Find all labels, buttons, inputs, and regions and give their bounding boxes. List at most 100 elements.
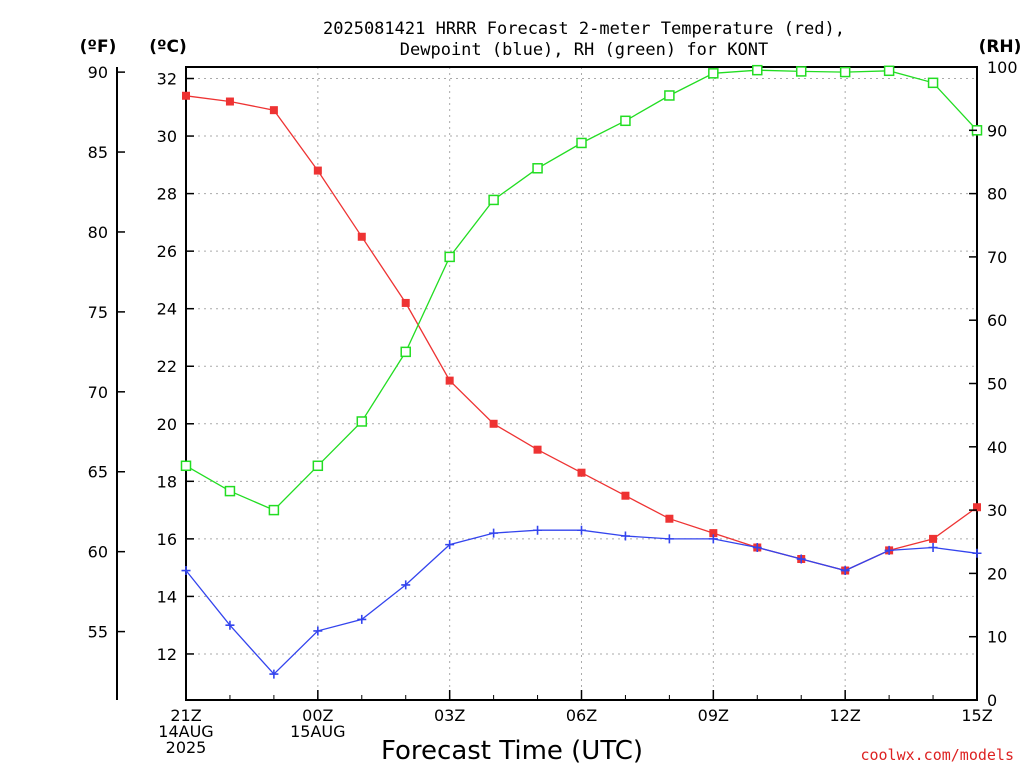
rh-point [795, 66, 807, 77]
rh-point [708, 68, 719, 79]
dewpoint-point [928, 543, 938, 553]
dewpoint-point [620, 531, 630, 541]
fahrenheit-tick-label: 60 [88, 543, 108, 562]
fahrenheit-tick-label: 75 [88, 303, 108, 322]
rh-unit-label: (RH) [979, 37, 1022, 57]
rh-tick-label: 50 [987, 375, 1007, 394]
rh-tick-label: 20 [987, 564, 1007, 583]
temperature-point [929, 534, 938, 543]
rh-tick-label: 30 [987, 501, 1007, 520]
x-tick-label: 2025 [166, 738, 207, 757]
x-tick-label: 09Z [698, 706, 729, 725]
temperature-point [357, 232, 366, 241]
rh-point [839, 66, 851, 78]
celsius-tick-label: 16 [157, 530, 177, 549]
temperature-point [709, 529, 718, 538]
celsius-tick-label: 20 [157, 415, 177, 434]
axes [116, 66, 978, 701]
rh-tick-label: 80 [987, 185, 1007, 204]
rh-point [576, 137, 587, 149]
x-tick-label: 14AUG [158, 722, 213, 741]
temperature-point [489, 419, 498, 428]
dewpoint-point [313, 626, 323, 636]
rh-point [224, 485, 236, 497]
rh-tick-label: 60 [987, 311, 1007, 330]
dewpoint-point [445, 540, 455, 550]
credit-link[interactable]: coolwx.com/models [860, 746, 1014, 764]
temperature-point [225, 97, 234, 106]
rh-point [356, 416, 368, 427]
x-tick-label: 12Z [830, 706, 861, 725]
dewpoint-point [577, 525, 586, 535]
fahrenheit-tick-label: 70 [88, 383, 108, 402]
temperature-point [621, 491, 630, 500]
rh-tick-label: 100 [987, 58, 1018, 77]
temperature-point [313, 166, 322, 175]
dewpoint-point [357, 614, 367, 624]
temperature-point [665, 514, 674, 523]
tick-labels: 1214161820222426283032556065707580859001… [88, 58, 1018, 757]
celsius-tick-label: 18 [157, 472, 177, 491]
plot-frame [185, 66, 978, 701]
chart-title-line1: 2025081421 HRRR Forecast 2-meter Tempera… [323, 19, 845, 39]
rh-tick-label: 90 [987, 121, 1007, 140]
fahrenheit-tick-label: 80 [88, 223, 108, 242]
temperature-point [973, 503, 981, 512]
x-tick-label: 00Z [302, 706, 333, 725]
rh-point [883, 65, 895, 77]
dewpoint-point [664, 534, 674, 544]
fahrenheit-tick-label: 55 [88, 623, 108, 642]
temperature-point [577, 468, 586, 477]
rh-point [927, 77, 939, 89]
dewpoint-point [225, 620, 235, 630]
dewpoint-point [708, 534, 718, 544]
dewpoint-point [533, 525, 543, 535]
temperature-point [401, 298, 410, 307]
celsius-tick-label: 28 [157, 185, 177, 204]
celsius-unit-label: (ºC) [149, 37, 187, 57]
x-tick-label: 21Z [170, 706, 201, 725]
celsius-tick-label: 32 [157, 70, 177, 89]
celsius-tick-label: 14 [157, 587, 177, 606]
rh-point [268, 504, 280, 516]
rh-point [620, 115, 631, 127]
grid-lines [185, 67, 978, 700]
dewpoint-point [489, 528, 499, 538]
rh-point [444, 251, 455, 263]
rh-point [400, 346, 411, 358]
rh-tick-label: 0 [987, 691, 997, 710]
rh-point [180, 460, 192, 472]
dewpoint-point [269, 669, 279, 679]
celsius-tick-label: 30 [157, 127, 177, 146]
x-tick-label: 03Z [434, 706, 465, 725]
celsius-tick-label: 24 [157, 300, 177, 319]
fahrenheit-tick-label: 85 [88, 143, 108, 162]
dewpoint-point [752, 543, 762, 553]
x-tick-label: 15Z [961, 706, 992, 725]
chart-title-line2: Dewpoint (blue), RH (green) for KONT [400, 40, 768, 60]
x-tick-label: 15AUG [290, 722, 345, 741]
fahrenheit-tick-label: 90 [88, 63, 108, 82]
rh-point [532, 163, 543, 174]
dewpoint-point [796, 554, 806, 564]
celsius-tick-label: 22 [157, 357, 177, 376]
fahrenheit-unit-label: (ºF) [80, 37, 117, 57]
rh-tick-label: 70 [987, 248, 1007, 267]
temperature-point [269, 106, 278, 115]
celsius-tick-label: 12 [157, 645, 177, 664]
temperature-point [445, 376, 454, 385]
celsius-tick-label: 26 [157, 242, 177, 261]
dewpoint-point [181, 566, 191, 576]
x-tick-label: 06Z [566, 706, 597, 725]
temperature-point [533, 445, 542, 454]
temperature-point [182, 91, 190, 100]
dewpoint-point [884, 545, 894, 555]
rh-point [312, 460, 324, 472]
dewpoint-point [401, 580, 411, 590]
rh-point [752, 64, 763, 76]
fahrenheit-tick-label: 65 [88, 463, 108, 482]
rh-point [664, 90, 675, 101]
rh-tick-label: 40 [987, 438, 1007, 457]
rh-point [488, 194, 499, 206]
